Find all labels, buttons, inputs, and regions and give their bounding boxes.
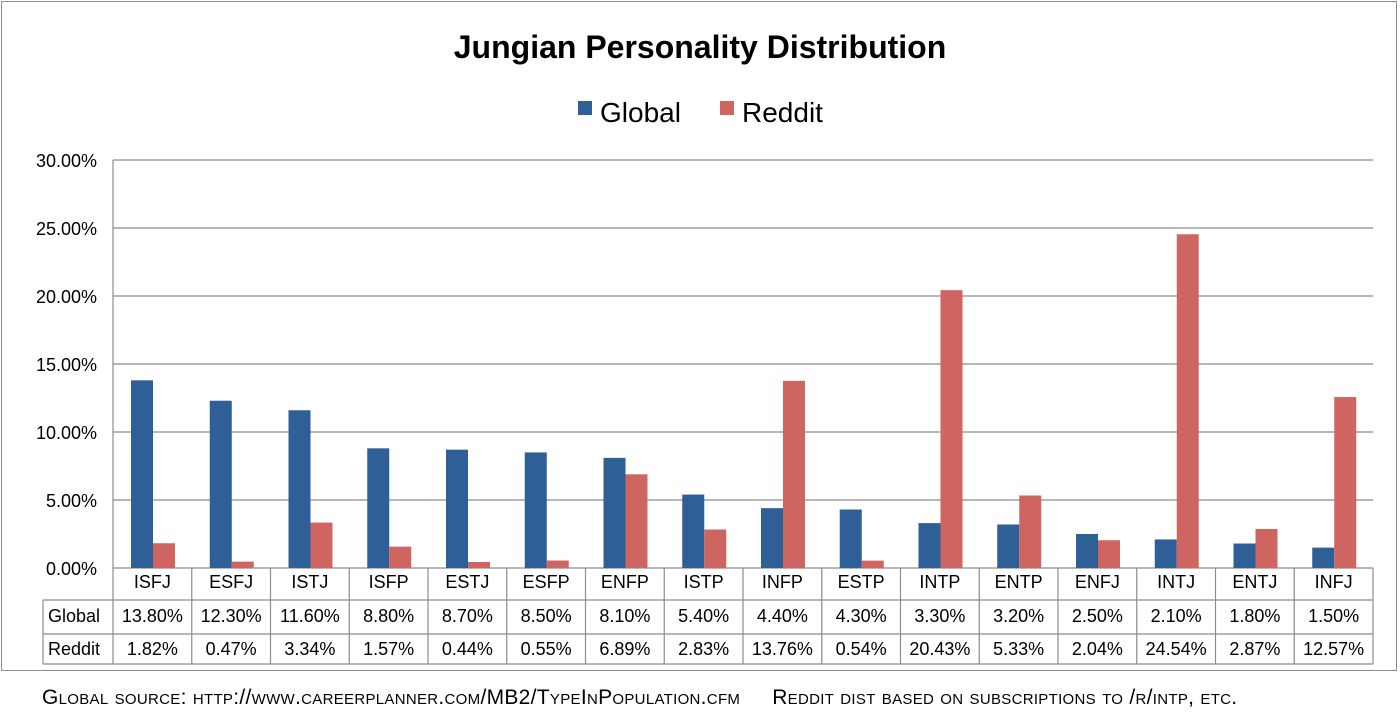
table-value-reddit: 13.76% <box>752 639 813 659</box>
y-tick-label: 5.00% <box>46 491 97 511</box>
table-value-global: 8.80% <box>363 606 414 626</box>
category-label: ISTJ <box>291 572 328 592</box>
table-value-global: 8.70% <box>442 606 493 626</box>
table-value-reddit: 2.87% <box>1229 639 1280 659</box>
table-value-global: 11.60% <box>280 606 340 626</box>
bar-reddit-estp <box>861 560 884 568</box>
bar-reddit-isfj <box>153 543 175 568</box>
bar-reddit-infp <box>783 380 805 568</box>
category-label: ENFP <box>601 572 649 592</box>
bar-global-intj <box>1154 539 1177 568</box>
bar-reddit-enfp <box>625 474 648 568</box>
y-tick-label: 10.00% <box>36 423 97 443</box>
table-value-reddit: 1.82% <box>127 639 178 659</box>
bar-global-esfj <box>209 400 232 568</box>
bar-global-enfj <box>1076 534 1098 568</box>
table-value-reddit: 0.54% <box>836 639 887 659</box>
bar-global-esfp <box>524 452 547 568</box>
category-label: ISTP <box>684 572 724 592</box>
bar-reddit-entj <box>1255 528 1278 568</box>
table-value-reddit: 20.43% <box>909 639 970 659</box>
bar-chart: Jungian Personality Distribution Global Re… <box>36 29 1374 665</box>
category-label: INTP <box>919 572 960 592</box>
table-value-global: 2.50% <box>1072 606 1123 626</box>
legend-swatch-global <box>578 101 592 115</box>
y-tick-label: 15.00% <box>36 355 97 375</box>
chart-title: Jungian Personality Distribution <box>454 29 947 65</box>
table-value-global: 8.10% <box>599 606 650 626</box>
table-value-reddit: 0.47% <box>206 639 257 659</box>
legend-swatch-reddit <box>720 101 734 115</box>
table-value-global: 4.30% <box>836 606 887 626</box>
bar-reddit-isfp <box>389 546 412 568</box>
category-label: ESFP <box>523 572 570 592</box>
source-global: Global source: http://www.careerplanner.… <box>42 686 741 709</box>
table-value-reddit: 0.44% <box>442 639 493 659</box>
category-label: ISFP <box>369 572 409 592</box>
table-value-global: 12.30% <box>201 606 262 626</box>
bar-global-entj <box>1233 543 1256 568</box>
bar-reddit-esfj <box>231 561 254 568</box>
bar-global-isfj <box>131 380 153 568</box>
category-label: INTJ <box>1157 572 1195 592</box>
table-value-reddit: 3.34% <box>284 639 335 659</box>
table-value-reddit: 0.55% <box>521 639 572 659</box>
table-value-global: 4.40% <box>757 606 808 626</box>
bar-reddit-istj <box>310 522 333 568</box>
bar-reddit-esfp <box>546 560 569 568</box>
category-label: ISFJ <box>134 572 171 592</box>
category-label: ENTJ <box>1232 572 1277 592</box>
table-value-global: 3.20% <box>993 606 1044 626</box>
chart-frame <box>1 1 1397 671</box>
bar-global-infj <box>1312 547 1335 568</box>
table-value-reddit: 24.54% <box>1146 639 1207 659</box>
bar-global-intp <box>918 523 941 568</box>
y-tick-label: 20.00% <box>36 287 97 307</box>
table-value-global: 1.50% <box>1308 606 1359 626</box>
table-value-reddit: 2.83% <box>678 639 729 659</box>
table-row-header-reddit: Reddit <box>48 639 100 659</box>
table-value-global: 5.40% <box>678 606 729 626</box>
table-value-global: 3.30% <box>914 606 965 626</box>
bar-reddit-estj <box>468 562 490 568</box>
bar-global-estp <box>839 509 862 568</box>
bar-global-entp <box>997 524 1020 568</box>
bar-reddit-entp <box>1019 495 1042 568</box>
bar-global-enfp <box>603 457 626 568</box>
table-value-global: 8.50% <box>521 606 572 626</box>
bar-reddit-infj <box>1334 397 1357 568</box>
category-label: ENTP <box>995 572 1043 592</box>
source-reddit: Reddit dist based on subscriptions to /r… <box>772 686 1238 709</box>
category-label: INFJ <box>1315 572 1353 592</box>
legend-label-global: Global <box>600 97 681 128</box>
bar-global-istj <box>288 410 311 568</box>
y-tick-label: 25.00% <box>36 219 97 239</box>
bar-reddit-intj <box>1176 234 1199 569</box>
bar-global-estj <box>446 449 468 568</box>
y-tick-label: 0.00% <box>46 559 97 579</box>
bar-global-infp <box>761 508 783 568</box>
table-row-header-global: Global <box>48 606 100 626</box>
category-label: ENFJ <box>1075 572 1120 592</box>
table-value-reddit: 5.33% <box>993 639 1044 659</box>
y-tick-label: 30.00% <box>36 151 97 171</box>
category-label: INFP <box>762 572 803 592</box>
legend-label-reddit: Reddit <box>742 97 823 128</box>
table-value-reddit: 6.89% <box>599 639 650 659</box>
table-value-global: 13.80% <box>122 606 183 626</box>
table-value-reddit: 1.57% <box>363 639 414 659</box>
bar-reddit-enfj <box>1098 540 1120 568</box>
table-value-reddit: 12.57% <box>1303 639 1364 659</box>
table-value-global: 1.80% <box>1229 606 1280 626</box>
bar-reddit-intp <box>940 290 963 568</box>
source-note: Global source: http://www.careerplanner.… <box>42 686 1237 710</box>
category-label: ESFJ <box>209 572 253 592</box>
bar-reddit-istp <box>704 529 727 568</box>
table-value-reddit: 2.04% <box>1072 639 1123 659</box>
table-value-global: 2.10% <box>1151 606 1202 626</box>
bar-global-istp <box>682 494 705 568</box>
bar-global-isfp <box>367 448 390 568</box>
category-label: ESTJ <box>445 572 489 592</box>
category-label: ESTP <box>838 572 885 592</box>
